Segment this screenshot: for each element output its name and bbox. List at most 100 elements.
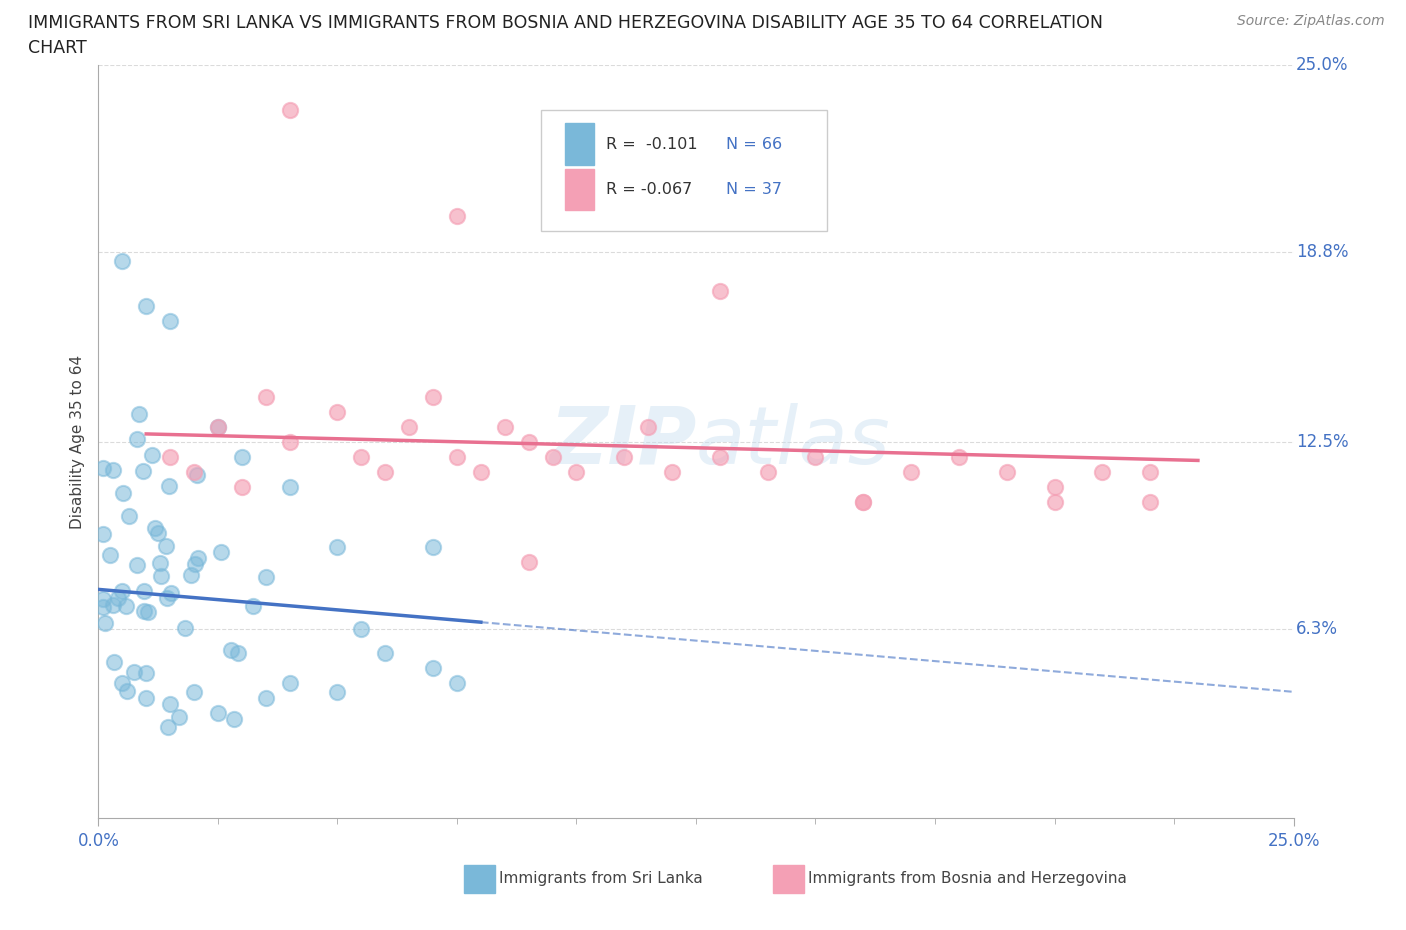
- Point: [226, 645, 249, 660]
- Text: N = 37: N = 37: [725, 182, 782, 197]
- Point: [1091, 464, 1114, 479]
- Point: [160, 586, 183, 601]
- Point: [174, 620, 197, 635]
- Point: [254, 570, 277, 585]
- Point: [125, 558, 148, 573]
- Point: [422, 389, 444, 404]
- Point: [115, 599, 138, 614]
- Text: 12.5%: 12.5%: [1296, 432, 1348, 451]
- Point: [101, 463, 124, 478]
- Point: [125, 432, 148, 446]
- Point: [207, 706, 229, 721]
- Point: [948, 449, 970, 464]
- Point: [422, 660, 444, 675]
- Point: [446, 449, 468, 464]
- Text: atlas: atlas: [696, 403, 891, 481]
- Point: [207, 419, 229, 434]
- Point: [254, 690, 277, 705]
- Point: [613, 449, 636, 464]
- Text: N = 66: N = 66: [725, 137, 782, 152]
- Point: [156, 591, 179, 605]
- Point: [187, 551, 209, 565]
- Point: [446, 208, 468, 223]
- Point: [900, 464, 922, 479]
- Point: [111, 583, 134, 598]
- Point: [517, 434, 540, 449]
- Point: [107, 591, 129, 605]
- Point: [221, 643, 243, 658]
- Point: [184, 557, 207, 572]
- Point: [637, 419, 659, 434]
- Y-axis label: Disability Age 35 to 64: Disability Age 35 to 64: [69, 354, 84, 529]
- Point: [541, 449, 564, 464]
- Point: [804, 449, 827, 464]
- Point: [1043, 480, 1066, 495]
- Text: CHART: CHART: [28, 39, 87, 57]
- Point: [231, 449, 253, 464]
- Point: [111, 254, 134, 269]
- Text: R = -0.067: R = -0.067: [606, 182, 693, 197]
- Point: [103, 597, 125, 612]
- Point: [326, 405, 349, 419]
- Point: [135, 299, 157, 313]
- Point: [180, 567, 202, 582]
- Point: [159, 313, 181, 328]
- Bar: [565, 168, 595, 210]
- Point: [132, 463, 155, 478]
- Point: [1043, 495, 1066, 510]
- Point: [183, 464, 205, 479]
- Point: [167, 710, 190, 724]
- Point: [517, 555, 540, 570]
- Text: R =  -0.101: R = -0.101: [606, 137, 697, 152]
- Point: [278, 103, 301, 118]
- Text: Immigrants from Sri Lanka: Immigrants from Sri Lanka: [499, 871, 703, 886]
- Point: [122, 665, 145, 680]
- Point: [446, 675, 468, 690]
- Point: [93, 460, 115, 475]
- Point: [852, 495, 875, 510]
- Point: [222, 711, 245, 726]
- Point: [350, 449, 373, 464]
- Point: [186, 468, 208, 483]
- Point: [398, 419, 420, 434]
- Point: [157, 720, 180, 735]
- Text: 25.0%: 25.0%: [1296, 56, 1348, 74]
- Point: [118, 509, 141, 524]
- Point: [111, 486, 134, 501]
- Point: [1139, 495, 1161, 510]
- Point: [278, 675, 301, 690]
- Bar: [565, 124, 595, 165]
- Point: [326, 539, 349, 554]
- Point: [128, 406, 150, 421]
- Point: [209, 545, 232, 560]
- Point: [374, 645, 396, 660]
- Point: [374, 464, 396, 479]
- Point: [756, 464, 779, 479]
- Point: [103, 655, 125, 670]
- Point: [183, 684, 205, 699]
- Point: [422, 539, 444, 554]
- Point: [132, 604, 155, 618]
- Point: [136, 604, 159, 619]
- Point: [254, 389, 277, 404]
- Point: [1139, 464, 1161, 479]
- Point: [135, 690, 157, 705]
- Point: [111, 675, 134, 690]
- Point: [278, 480, 301, 495]
- Point: [709, 284, 731, 299]
- Point: [155, 538, 177, 553]
- Text: IMMIGRANTS FROM SRI LANKA VS IMMIGRANTS FROM BOSNIA AND HERZEGOVINA DISABILITY A: IMMIGRANTS FROM SRI LANKA VS IMMIGRANTS …: [28, 14, 1104, 32]
- Point: [350, 621, 373, 636]
- Point: [661, 464, 683, 479]
- Point: [852, 495, 875, 510]
- Point: [91, 526, 114, 541]
- Point: [565, 464, 588, 479]
- Text: 18.8%: 18.8%: [1296, 243, 1348, 261]
- Point: [141, 448, 163, 463]
- Point: [709, 449, 731, 464]
- Point: [995, 464, 1018, 479]
- Point: [115, 684, 138, 699]
- Point: [94, 616, 117, 631]
- Text: Immigrants from Bosnia and Herzegovina: Immigrants from Bosnia and Herzegovina: [808, 871, 1128, 886]
- Point: [132, 583, 155, 598]
